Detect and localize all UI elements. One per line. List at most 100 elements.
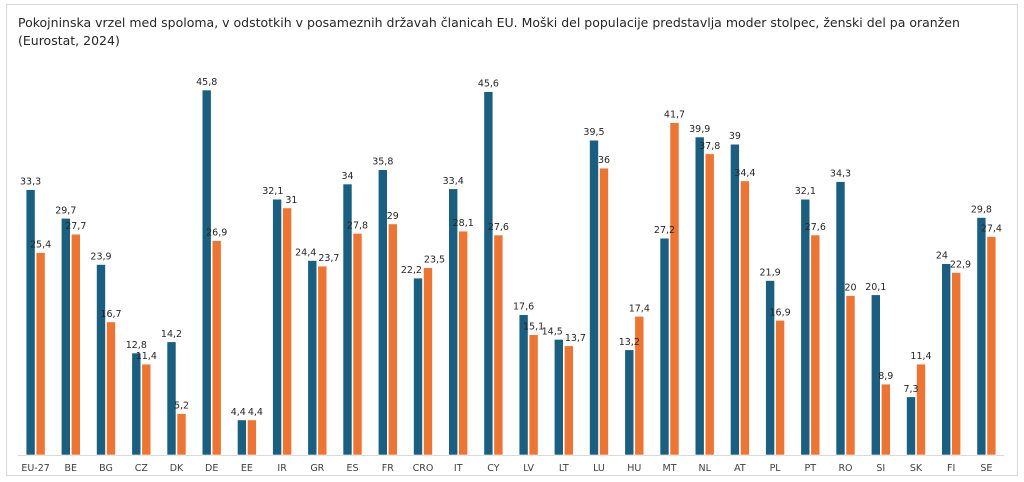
bar-women-DE bbox=[211, 240, 222, 456]
value-label-men-PT: 32,1 bbox=[795, 186, 816, 197]
bar-men-HU bbox=[624, 349, 635, 456]
bar-women-FR bbox=[387, 223, 398, 456]
value-label-women-IT: 28,1 bbox=[453, 218, 474, 229]
value-label-men-BG: 23,9 bbox=[90, 252, 111, 263]
value-label-women-RO: 20 bbox=[844, 283, 856, 294]
category-label-CY: CY bbox=[487, 463, 499, 474]
bar-men-DE bbox=[201, 89, 212, 456]
bar-women-EE bbox=[247, 419, 257, 456]
category-label-AT: AT bbox=[734, 463, 746, 474]
bar-men-GR bbox=[307, 260, 318, 456]
value-label-women-AT: 34,4 bbox=[734, 168, 755, 179]
value-label-men-CZ: 12,8 bbox=[126, 340, 147, 351]
value-label-men-ES: 34 bbox=[341, 171, 353, 182]
bar-women-CZ bbox=[141, 363, 152, 456]
bar-men-IT bbox=[448, 188, 459, 456]
value-label-women-CRO: 23,5 bbox=[424, 255, 445, 266]
bar-men-EU-27 bbox=[25, 189, 36, 456]
bar-men-CY bbox=[483, 91, 494, 456]
category-label-IT: IT bbox=[454, 463, 463, 474]
value-label-men-AT: 39 bbox=[729, 131, 741, 142]
value-label-men-HU: 13,2 bbox=[619, 337, 640, 348]
value-label-women-CY: 27,6 bbox=[488, 222, 509, 233]
bar-women-LV bbox=[528, 334, 539, 456]
value-label-women-BG: 16,7 bbox=[100, 309, 121, 320]
category-label-MT: MT bbox=[663, 463, 677, 474]
category-label-EE: EE bbox=[241, 463, 253, 474]
category-label-IR: IR bbox=[277, 463, 287, 474]
category-label-HU: HU bbox=[627, 463, 641, 474]
bar-women-BG bbox=[106, 321, 116, 456]
category-label-EU-27: EU-27 bbox=[21, 463, 49, 474]
bar-men-SE bbox=[976, 217, 987, 456]
category-label-ES: ES bbox=[346, 463, 358, 474]
category-label-BG: BG bbox=[99, 463, 113, 474]
bars-group bbox=[25, 89, 997, 456]
bar-men-SK bbox=[906, 396, 916, 456]
value-label-men-FI: 24 bbox=[936, 251, 948, 262]
value-label-men-SK: 7,3 bbox=[903, 384, 918, 395]
value-label-women-ES: 27,8 bbox=[347, 220, 368, 231]
value-label-women-DK: 5,2 bbox=[174, 401, 189, 412]
bar-women-EU-27 bbox=[35, 252, 46, 456]
bar-women-FI bbox=[951, 272, 962, 456]
category-label-BE: BE bbox=[65, 463, 78, 474]
value-label-men-EE: 4,4 bbox=[231, 407, 246, 418]
bar-men-FI bbox=[941, 263, 952, 456]
bar-women-HU bbox=[634, 315, 645, 456]
bar-men-FR bbox=[377, 169, 388, 456]
bar-women-GR bbox=[317, 265, 328, 456]
value-label-men-IT: 33,4 bbox=[443, 176, 464, 187]
value-label-men-RO: 34,3 bbox=[830, 169, 851, 180]
bar-women-LT bbox=[563, 345, 574, 456]
category-label-CRO: CRO bbox=[413, 463, 434, 474]
bar-men-SI bbox=[870, 294, 881, 456]
value-label-women-SE: 27,4 bbox=[981, 224, 1002, 235]
category-label-DE: DE bbox=[205, 463, 218, 474]
category-label-SI: SI bbox=[876, 463, 885, 474]
bar-women-DK bbox=[176, 413, 187, 456]
bar-women-NL bbox=[704, 153, 715, 456]
category-label-LT: LT bbox=[559, 463, 569, 474]
value-label-women-CZ: 11,4 bbox=[136, 351, 157, 362]
bar-men-PT bbox=[800, 198, 811, 456]
bar-women-ES bbox=[352, 233, 363, 456]
value-label-men-EU-27: 33,3 bbox=[20, 177, 41, 188]
value-label-women-SK: 11,4 bbox=[910, 351, 931, 362]
bar-women-MT bbox=[669, 122, 680, 456]
value-label-men-FR: 35,8 bbox=[372, 157, 393, 168]
value-label-women-BE: 27,7 bbox=[65, 221, 86, 232]
category-label-PT: PT bbox=[805, 463, 817, 474]
category-label-GR: GR bbox=[310, 463, 324, 474]
value-label-women-EU-27: 25,4 bbox=[30, 240, 51, 251]
value-label-women-PL: 16,9 bbox=[770, 307, 791, 318]
value-label-men-DK: 14,2 bbox=[161, 329, 182, 340]
bar-men-MT bbox=[659, 237, 670, 456]
category-label-PL: PL bbox=[770, 463, 782, 474]
bar-women-CY bbox=[493, 234, 504, 456]
category-labels-group: EU-27 BE BG CZ DK DE EE IR GR ES FR CRO IT CY LV LT LU HU… bbox=[21, 463, 992, 474]
category-label-LV: LV bbox=[523, 463, 534, 474]
category-label-LU: LU bbox=[593, 463, 605, 474]
value-label-women-PT: 27,6 bbox=[805, 222, 826, 233]
category-label-FI: FI bbox=[947, 463, 955, 474]
bar-women-CRO bbox=[423, 267, 433, 456]
chart-title-line1: Pokojninska vrzel med spoloma, v odstotk… bbox=[18, 15, 960, 30]
bar-men-IR bbox=[272, 198, 282, 456]
chart-title: Pokojninska vrzel med spoloma, v odstotk… bbox=[18, 14, 1008, 50]
value-label-women-SI: 8,9 bbox=[878, 371, 893, 382]
bar-women-AT bbox=[740, 180, 750, 456]
bar-men-EE bbox=[237, 419, 247, 456]
bar-women-BE bbox=[71, 233, 81, 456]
value-label-men-LV: 17,6 bbox=[513, 302, 534, 313]
bar-men-LV bbox=[518, 314, 529, 456]
bar-men-CZ bbox=[131, 352, 142, 456]
bar-men-BE bbox=[60, 218, 71, 456]
value-label-women-HU: 17,4 bbox=[629, 303, 650, 314]
bar-women-SI bbox=[880, 383, 891, 456]
bar-men-ES bbox=[342, 183, 353, 456]
value-label-women-IR: 31 bbox=[285, 195, 297, 206]
value-label-men-LT: 14,5 bbox=[542, 326, 563, 337]
value-label-men-SI: 20,1 bbox=[865, 282, 886, 293]
